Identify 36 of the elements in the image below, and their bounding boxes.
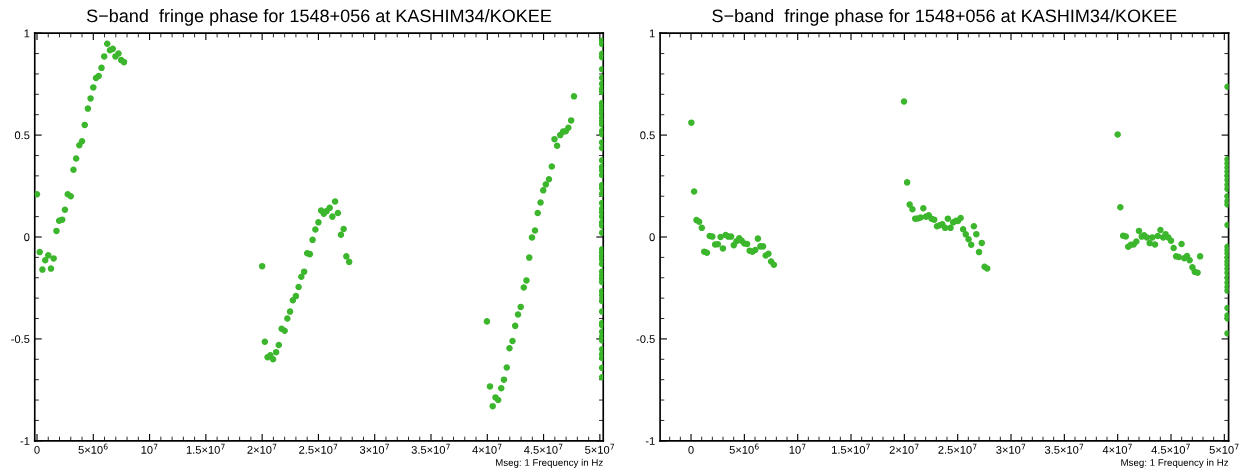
x-tick-label: 2.5×10$^{7}$: [938, 443, 977, 454]
y-tick-label: -1: [20, 437, 30, 445]
y-tick-label: -0.5: [636, 335, 655, 344]
x-tick-label: 0: [688, 445, 694, 454]
x-axis-title: Mseg: 1 Frequency in Hz: [1121, 458, 1229, 468]
y-tick-label: 1: [24, 29, 30, 38]
x-tick-label: 1.5×10$^{7}$: [186, 443, 225, 454]
chart-title: S−band fringe phase for 1548+056 at KASHIM34/KOKEE: [86, 8, 552, 26]
x-tick-label: 1.5×10$^{7}$: [832, 443, 870, 454]
x-tick-label: 10$^{7}$: [141, 443, 158, 454]
x-tick-label: 0: [34, 445, 40, 454]
x-tick-label: 3.5×10$^{7}$: [411, 443, 450, 454]
x-tick-label: 4×10$^{7}$: [1102, 443, 1132, 454]
y-tick-label: 0.5: [640, 131, 655, 140]
x-tick-label: 10$^{7}$: [789, 443, 806, 454]
x-tick-label: 2×10$^{7}$: [889, 443, 919, 454]
chart-title: S−band fringe phase for 1548+056 at KASHIM34/KOKEE: [712, 8, 1177, 26]
x-tick-label: 5×10$^{6}$: [729, 443, 759, 454]
x-tick-label: 2.5×10$^{7}$: [299, 443, 338, 454]
y-tick-label: 1: [649, 29, 655, 38]
x-tick-label: 2×10$^{7}$: [247, 443, 277, 454]
y-tick-label: 0.5: [14, 131, 30, 140]
x-tick-label: 3×10$^{7}$: [996, 443, 1026, 454]
y-tick-label: -1: [645, 437, 655, 445]
x-tick-label: 4×10$^{7}$: [472, 443, 502, 454]
x-tick-label: 4.5×10$^{7}$: [1151, 443, 1190, 454]
y-tick-label: 0: [24, 233, 30, 242]
x-tick-label: 3.5×10$^{7}$: [1044, 443, 1084, 454]
x-tick-label: 5×10$^{6}$: [78, 443, 108, 454]
x-tick-label: 4.5×10$^{7}$: [524, 443, 563, 454]
x-axis-title: Mseg: 1 Frequency in Hz: [495, 458, 603, 468]
x-tick-label: 5×10$^{7}$: [585, 443, 615, 454]
x-tick-label: 3×10$^{7}$: [359, 443, 389, 454]
y-tick-label: -0.5: [11, 335, 30, 344]
y-tick-label: 0: [649, 233, 655, 242]
x-tick-label: 5×10$^{7}$: [1209, 443, 1239, 454]
